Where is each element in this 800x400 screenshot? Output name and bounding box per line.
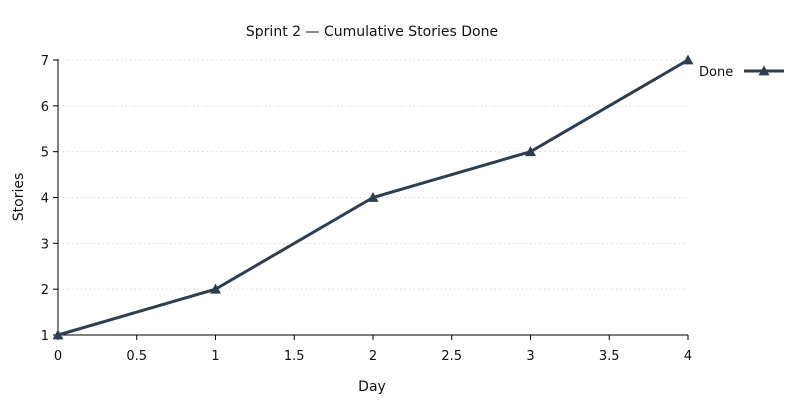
y-tick-label: 4	[41, 192, 49, 207]
y-tick-label: 2	[41, 283, 49, 298]
x-tick-label: 1	[211, 349, 219, 364]
tick-labels: 1 2 3 4 5 6 7 0 0.5 1 1.5 2 2.5 3 3.5 4	[41, 54, 692, 364]
data-point-marker	[367, 192, 379, 202]
legend-label-done: Done	[699, 65, 733, 80]
data-point-marker	[525, 146, 536, 157]
x-tick-label: 2.5	[441, 349, 462, 364]
x-tick-label: 2	[369, 349, 377, 364]
x-tick-label: 3.5	[599, 349, 620, 364]
y-axis-title: Stories	[11, 173, 27, 222]
grid	[58, 59, 688, 290]
x-tick-label: 1.5	[284, 349, 305, 364]
legend: Done	[699, 65, 784, 80]
y-tick-label: 3	[41, 237, 49, 252]
legend-swatch-marker	[758, 65, 770, 76]
x-tick-label: 3	[526, 349, 534, 364]
data-point-marker	[210, 283, 221, 294]
x-tick-label: 0.5	[126, 349, 147, 364]
y-tick-label: 6	[41, 100, 49, 115]
x-axis-title: Day	[358, 379, 386, 395]
x-tick-label: 4	[684, 349, 692, 364]
x-tick-label: 0	[54, 349, 62, 364]
y-tick-label: 5	[41, 146, 49, 161]
y-tick-label: 7	[41, 54, 49, 69]
data-point-marker	[52, 329, 64, 340]
chart-title: Sprint 2 — Cumulative Stories Done	[246, 24, 498, 40]
series	[52, 54, 694, 340]
y-tick-label: 1	[41, 329, 49, 344]
data-point-marker	[682, 54, 694, 65]
